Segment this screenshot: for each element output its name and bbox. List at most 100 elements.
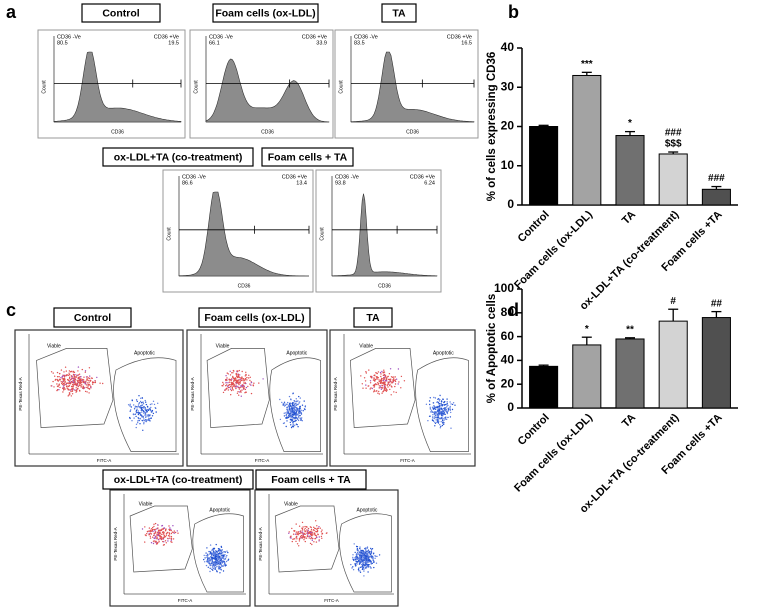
event-dot (172, 538, 175, 540)
event-dot (65, 370, 68, 372)
event-dot (176, 530, 178, 532)
event-dot (439, 394, 441, 397)
event-dot (362, 558, 364, 561)
event-dot (63, 386, 65, 389)
axis-title: FITC-A (97, 458, 112, 463)
event-dot (437, 420, 439, 422)
event-dot (373, 386, 375, 388)
event-dot (288, 532, 290, 534)
event-dot (159, 535, 161, 538)
event-dot (289, 416, 291, 418)
event-dot (293, 412, 296, 415)
event-dot (301, 531, 304, 533)
event-dot (76, 388, 79, 390)
event-dot (366, 555, 368, 557)
event-dot (86, 378, 88, 381)
event-dot (297, 403, 299, 406)
event-dot (71, 370, 73, 372)
event-dot (168, 529, 171, 531)
gate-value: 86.6 (182, 180, 193, 186)
viable-gate (274, 505, 340, 573)
event-dot (152, 400, 155, 402)
event-dot (300, 413, 303, 415)
event-dot (310, 528, 313, 531)
event-dot (430, 409, 433, 411)
event-dot (302, 526, 304, 528)
event-dot (438, 407, 441, 410)
event-dot (206, 560, 208, 562)
event-dot (205, 564, 208, 567)
event-dot (438, 403, 441, 405)
event-dot (227, 386, 230, 389)
event-dot (282, 403, 284, 405)
event-dot (293, 530, 295, 532)
event-dot (167, 537, 169, 540)
axis-title: PE-Texas Red-A (333, 377, 338, 410)
event-dot (390, 376, 393, 378)
event-dot (167, 540, 169, 542)
event-dot (356, 546, 359, 548)
event-dot (154, 536, 157, 538)
event-dot (72, 387, 74, 390)
event-dot (249, 383, 251, 385)
event-dot (358, 567, 360, 569)
event-dot (236, 376, 239, 379)
event-dot (151, 530, 154, 532)
event-dot (452, 402, 455, 404)
event-dot (433, 408, 435, 410)
event-dot (290, 426, 293, 429)
gate-value: 93.8 (335, 180, 346, 186)
gate-label: Apoptotic (286, 351, 307, 357)
event-dot (213, 565, 216, 567)
event-dot (383, 376, 386, 378)
event-dot (68, 389, 70, 391)
event-dot (438, 400, 441, 402)
event-dot (359, 546, 361, 548)
event-dot (142, 410, 145, 412)
event-dot (442, 404, 444, 406)
event-dot (383, 385, 385, 387)
event-dot (302, 532, 304, 534)
event-dot (70, 378, 72, 381)
event-dot (244, 380, 246, 382)
event-dot (294, 407, 296, 409)
event-dot (434, 422, 437, 424)
event-dot (369, 556, 372, 558)
event-dot (56, 385, 59, 387)
event-dot (382, 387, 384, 389)
event-dot (237, 374, 240, 376)
event-dot (435, 419, 437, 421)
event-dot (367, 571, 369, 573)
event-dot (59, 386, 61, 389)
event-dot (84, 382, 86, 384)
event-dot (375, 383, 377, 385)
event-dot (300, 534, 303, 537)
event-dot (287, 416, 290, 419)
event-dot (223, 564, 225, 566)
event-dot (151, 528, 154, 531)
event-dot (238, 388, 241, 390)
axis-title: CD36 (111, 129, 124, 135)
event-dot (358, 554, 360, 556)
histogram-shape (205, 58, 330, 123)
event-dot (73, 379, 75, 381)
event-dot (394, 380, 397, 383)
event-dot (303, 529, 306, 531)
event-dot (215, 550, 217, 552)
event-dot (290, 535, 292, 537)
event-dot (298, 416, 300, 418)
event-dot (380, 381, 382, 383)
event-dot (444, 413, 446, 416)
event-dot (442, 398, 444, 400)
gate-label: CD36 -Ve (354, 34, 378, 40)
event-dot (304, 525, 306, 528)
event-dot (445, 408, 447, 411)
event-dot (224, 389, 226, 391)
event-dot (357, 560, 360, 562)
event-dot (370, 553, 372, 555)
event-dot (252, 384, 254, 386)
event-dot (299, 397, 301, 399)
event-dot (227, 551, 229, 554)
event-dot (170, 529, 172, 532)
event-dot (364, 562, 366, 564)
